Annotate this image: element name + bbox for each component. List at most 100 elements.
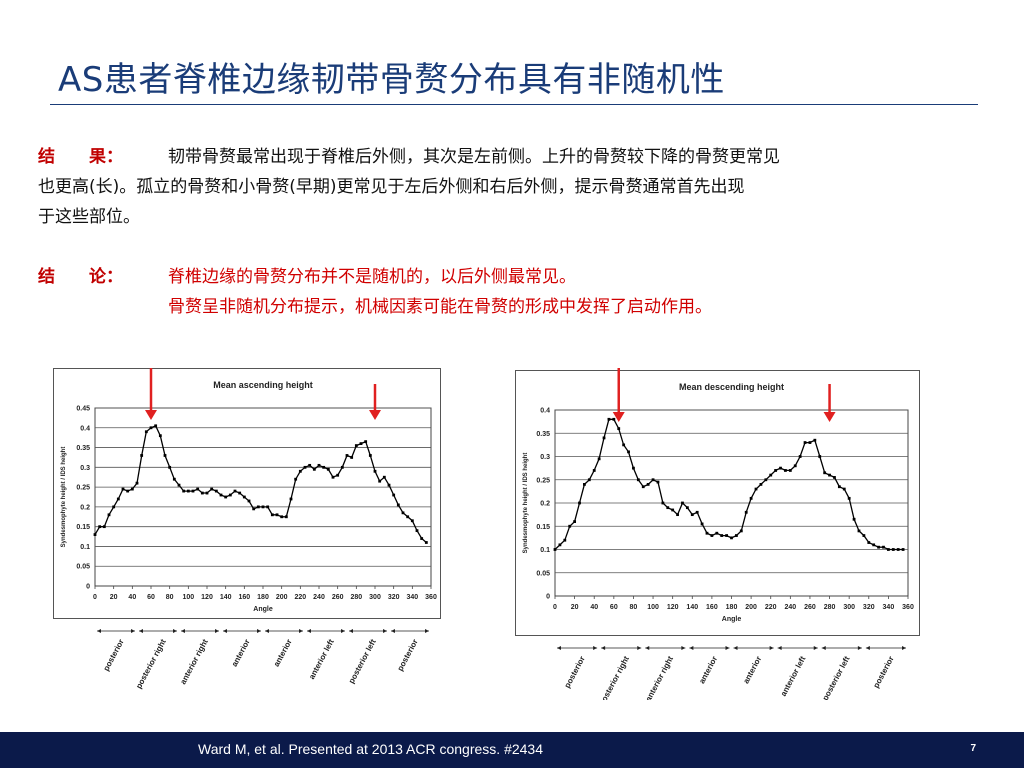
chart-title: Mean descending height [679,382,784,392]
region-label: anterior [697,655,719,686]
data-point [784,469,787,472]
data-point [720,534,724,537]
x-tick-label: 0 [553,604,557,611]
data-point [636,478,640,482]
data-point [774,469,778,472]
data-point [359,442,363,445]
data-point [144,430,148,434]
region-range-arrowhead [725,646,730,650]
data-point [857,529,861,533]
results-text-line-3: 于这些部位。 [38,207,140,227]
data-point [378,479,382,483]
data-point [651,478,655,482]
region-label: posterior [396,638,420,673]
data-point [424,541,428,544]
data-point [210,487,214,491]
data-point [163,454,167,457]
data-point [710,534,714,537]
data-point [901,548,905,551]
data-point [597,457,601,461]
data-point [345,454,349,457]
data-point [214,489,218,493]
data-point [368,454,372,457]
citation: Ward M, et al. Presented at 2013 ACR con… [198,741,544,757]
x-tick-label: 40 [128,594,136,601]
data-point [764,478,768,482]
x-tick-label: 100 [647,604,659,611]
region-range-arrowhead [821,646,826,650]
region-label: anterior [741,655,763,686]
region-range-arrowhead [645,646,650,650]
data-point [275,513,279,517]
data-point [553,548,557,551]
data-point [406,515,410,519]
region-range-arrowhead [299,629,303,633]
x-tick-label: 20 [571,604,579,611]
region-range-arrowhead [307,629,311,633]
data-point [896,548,900,551]
data-point [661,501,665,505]
y-tick-label: 0.05 [536,570,550,577]
y-axis-label: Syndesmophyte height / IDS height [61,447,67,548]
x-tick-label: 140 [220,594,232,601]
data-point [93,533,97,536]
data-point [671,508,675,512]
data-point [656,480,660,484]
data-point [690,513,694,517]
x-tick-label: 40 [590,604,598,611]
y-tick-label: 0.4 [540,408,550,415]
y-tick-label: 0.05 [76,564,90,571]
data-point [700,522,704,526]
data-point [261,505,265,509]
x-tick-label: 80 [630,604,638,611]
data-point [177,483,181,487]
data-point [803,441,807,444]
data-point [247,499,251,503]
footer-bar: Ward M, et al. Presented at 2013 ACR con… [0,732,1024,768]
title-divider [50,104,978,105]
region-label: anterior right [644,654,675,700]
region-label: anterior left [779,654,808,697]
data-point [121,487,125,491]
x-tick-label: 120 [667,604,679,611]
peak-arrow-head [612,412,625,422]
region-label: anterior [272,638,294,669]
x-tick-label: 200 [745,604,757,611]
data-point [563,538,567,542]
data-point [135,481,139,485]
data-point [382,475,386,479]
region-label: posterior right [134,637,168,690]
data-point [882,545,885,549]
y-tick-label: 0.2 [540,501,550,508]
region-range-arrowhead [215,629,219,633]
data-point [592,469,596,472]
y-tick-label: 0.1 [80,544,90,551]
region-range-arrowhead [557,646,561,650]
region-range-arrowhead [902,646,906,650]
ascending-chart-svg: 0 0.05 0.1 0.15 0.2 0.25 0.3 0.35 0.4 0.45 0 20 40 60… [53,368,441,690]
data-point [228,493,232,497]
region-range-arrowhead [181,629,185,633]
x-tick-label: 340 [883,604,895,611]
x-tick-label: 80 [166,594,174,601]
y-tick-label: 0.25 [76,485,90,492]
data-point [681,501,684,505]
data-point [823,471,827,475]
region-range-arrowhead [131,629,135,633]
x-tick-label: 320 [863,604,875,611]
x-tick-label: 160 [706,604,718,611]
data-point [578,501,581,505]
data-point [769,473,773,477]
data-point [798,455,802,458]
data-point [401,511,405,515]
data-point [373,469,377,473]
data-point [833,476,836,479]
data-point [172,477,176,481]
region-range-arrowhead [733,646,738,650]
data-point [303,465,307,469]
chart-frame [53,368,441,619]
data-point [219,493,223,497]
data-point [415,529,419,533]
data-point [191,489,195,493]
data-point [632,466,635,470]
